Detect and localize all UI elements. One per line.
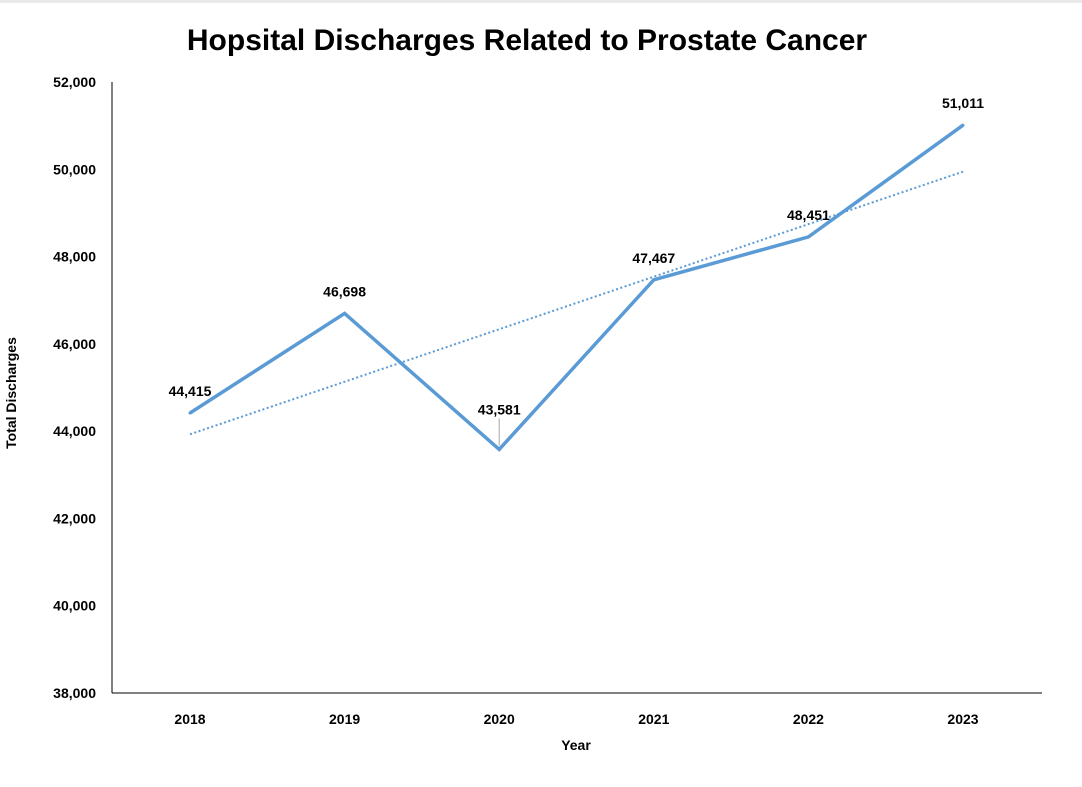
data-label: 48,451 (787, 207, 830, 223)
data-label: 44,415 (169, 383, 212, 399)
trendline (189, 170, 964, 436)
data-point (652, 278, 656, 282)
x-tick-labels: 2018 2019 2020 2021 2022 2023 (174, 711, 978, 727)
x-tick-label: 2019 (329, 711, 360, 727)
data-point (188, 411, 192, 415)
y-tick-label: 48,000 (53, 249, 96, 265)
y-tick-label: 38,000 (53, 685, 96, 701)
data-point (497, 447, 501, 451)
data-label: 46,698 (323, 283, 366, 299)
x-tick-label: 2020 (484, 711, 515, 727)
data-labels-group: 44,415 46,698 43,581 47,467 48,451 51,011 (169, 95, 984, 446)
top-border (0, 0, 1082, 3)
y-tick-labels: 38,000 40,000 42,000 44,000 46,000 48,000 50,0… (53, 74, 96, 701)
trendline-group (189, 170, 964, 436)
series-line (189, 123, 965, 452)
data-label: 47,467 (632, 250, 675, 266)
y-tick-label: 50,000 (53, 161, 96, 177)
chart-title: Hopsital Discharges Related to Prostate … (187, 24, 868, 57)
y-tick-label: 52,000 (53, 74, 96, 90)
y-tick-label: 46,000 (53, 336, 96, 352)
data-point (806, 235, 810, 239)
y-tick-label: 40,000 (53, 598, 96, 614)
x-axis-label: Year (561, 737, 591, 753)
x-tick-label: 2018 (174, 711, 205, 727)
data-point (343, 311, 347, 315)
x-tick-label: 2021 (638, 711, 669, 727)
series-group (188, 123, 965, 452)
x-tick-label: 2022 (793, 711, 824, 727)
x-tick-label: 2023 (947, 711, 978, 727)
y-tick-label: 42,000 (53, 510, 96, 526)
y-axis-label: Total Discharges (3, 337, 19, 449)
data-label: 43,581 (478, 401, 521, 417)
y-tick-label: 44,000 (53, 423, 96, 439)
data-point (961, 123, 965, 127)
data-label: 51,011 (942, 95, 984, 111)
